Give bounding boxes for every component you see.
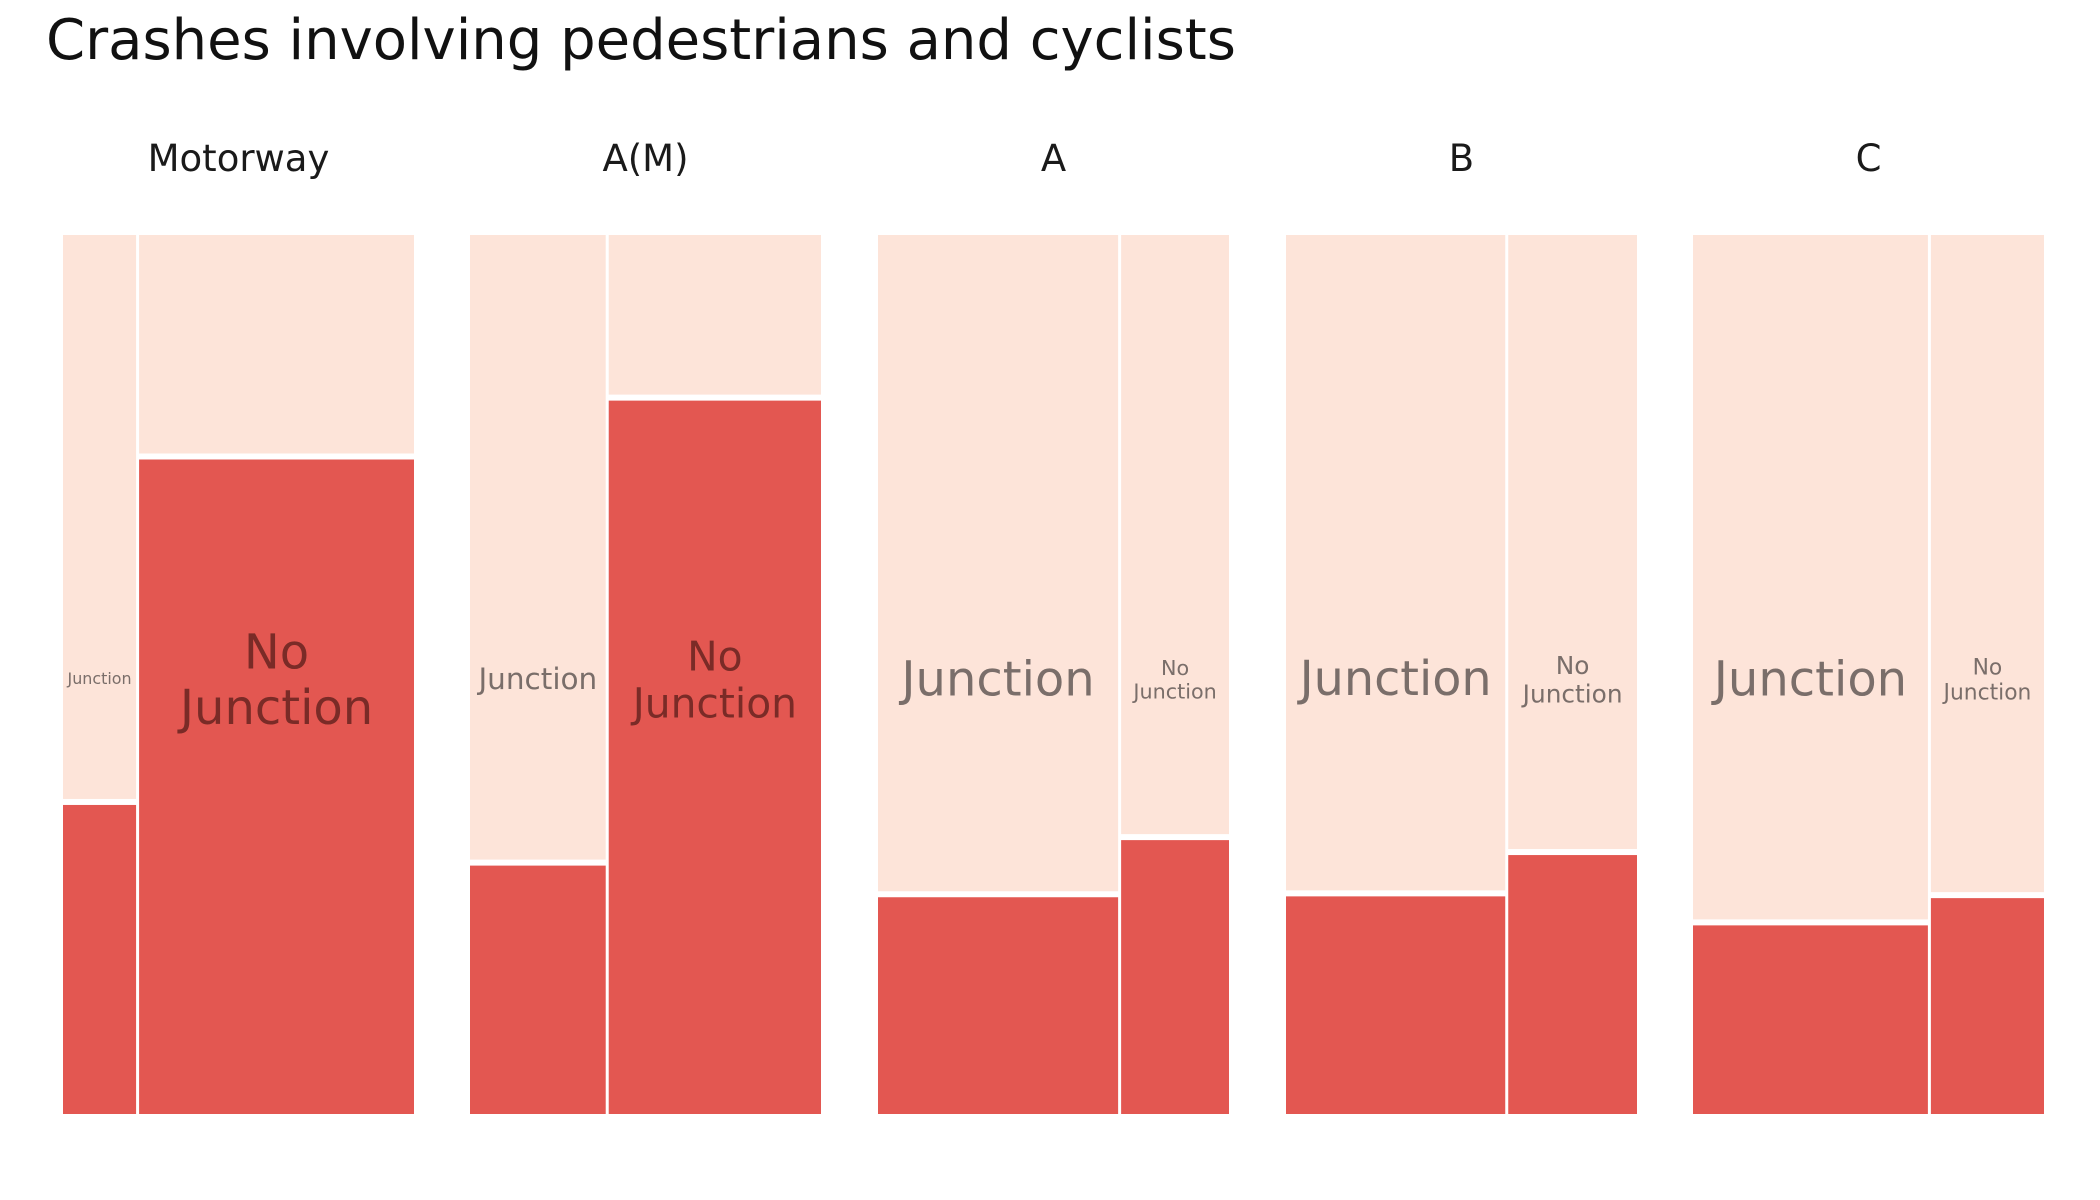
mosaic-cell-other [139,235,414,454]
mosaic-cell-ped-cyclist [1286,896,1506,1114]
mosaic-cell-label: No Junction [630,632,797,727]
mosaic-cell-label: No Junction [1131,656,1216,704]
facet-label: A(M) [602,137,688,180]
mosaic-cell-label: No Junction [1942,656,2032,706]
facet-panel: A(M) Junction No Junction [470,137,821,1114]
mosaic-cell-ped-cyclist [470,865,606,1114]
mosaic-cell-other [878,235,1119,892]
facet-panel: Motorway Junction No Junction [63,137,414,1114]
mosaic-cell-other [608,235,821,395]
mosaic-cell-label: Junction [1711,651,1907,707]
mosaic-cell-other [1121,235,1229,835]
facet-label: C [1856,137,1882,180]
chart-title: Crashes involving pedestrians and cyclis… [46,8,1236,73]
mosaic-cell-ped-cyclist [1930,898,2044,1114]
mosaic-cell-ped-cyclist [1121,840,1229,1114]
facet-panel: A Junction No Junction [878,137,1229,1114]
mosaic-cell-ped-cyclist [1693,925,1928,1114]
mosaic-cell-label: Junction [67,669,132,688]
mosaic-cell-other [63,235,137,799]
mosaic-cell-ped-cyclist [608,400,821,1114]
mosaic-cell-other [1930,235,2044,893]
facet-panel: C Junction No Junction [1693,137,2044,1114]
mosaic-cell-label: Junction [898,651,1094,707]
mosaic-cell-label: No Junction [177,625,373,736]
mosaic-cell-ped-cyclist [139,459,414,1114]
mosaic-cell-ped-cyclist [63,804,137,1114]
mosaic-cell-ped-cyclist [1508,855,1637,1114]
mosaic-cell-ped-cyclist [878,897,1119,1114]
mosaic-cell-label: No Junction [1521,651,1623,709]
mosaic-cell-other [1508,235,1637,850]
mosaic-cell-other [1693,235,1928,920]
mosaic-cell-other [470,235,606,860]
mosaic-cell-other [1286,235,1506,891]
mosaic-cell-label: Junction [476,662,597,696]
facet-label: A [1041,137,1066,180]
facet-label: B [1449,137,1474,180]
facet-label: Motorway [148,137,330,180]
mosaic-cell-label: Junction [1297,652,1492,707]
facet-panel: B Junction No Junction [1286,137,1637,1114]
